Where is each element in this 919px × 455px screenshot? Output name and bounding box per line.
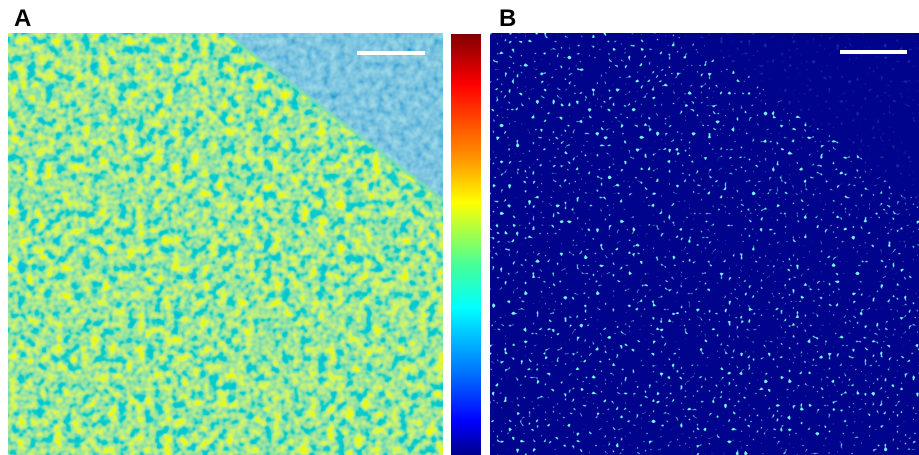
image-a: [8, 33, 443, 455]
colorbar: [451, 34, 481, 455]
panel-label: B: [499, 5, 516, 32]
image-b: [490, 33, 919, 455]
panel-label: A: [14, 5, 31, 32]
